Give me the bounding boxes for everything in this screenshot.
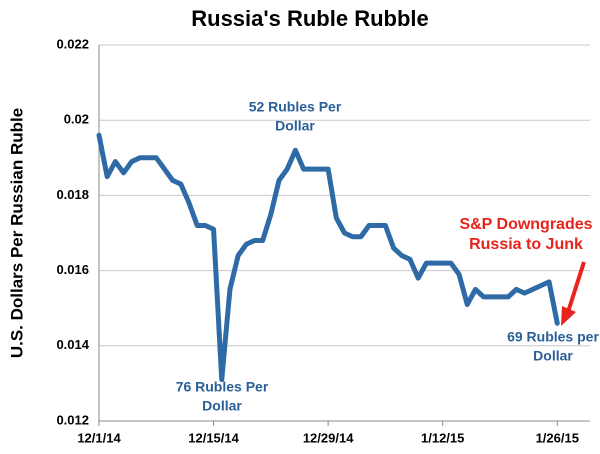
data-line <box>96 132 560 383</box>
y-axis-label: U.S. Dollars Per Russian Ruble <box>7 108 26 358</box>
chart-title: Russia's Ruble Rubble <box>191 6 429 31</box>
annotation: Dollar <box>275 118 315 134</box>
y-tick-label: 0.022 <box>56 36 89 51</box>
y-tick-label: 0.012 <box>56 412 89 427</box>
annotation: Dollar <box>533 348 573 364</box>
y-tick-label: 0.02 <box>64 112 89 127</box>
x-tick-label: 12/1/14 <box>77 430 121 445</box>
x-tick-label: 12/15/14 <box>188 430 239 445</box>
annotation: 69 Rubles per <box>507 329 599 345</box>
y-tick-label: 0.016 <box>56 262 89 277</box>
x-tick-label: 1/26/15 <box>536 430 579 445</box>
y-tick-label: 0.018 <box>56 187 89 202</box>
annotation: 76 Rubles Per <box>176 379 269 395</box>
annotation: 52 Rubles Per <box>249 99 342 115</box>
arrow-head <box>561 306 576 326</box>
annotation: S&P Downgrades <box>459 216 592 233</box>
annotation: Russia to Junk <box>469 236 583 253</box>
annotation: Dollar <box>202 398 242 414</box>
x-tick-label: 12/29/14 <box>303 430 354 445</box>
x-tick-label: 1/12/15 <box>421 430 464 445</box>
y-tick-label: 0.014 <box>56 337 89 352</box>
arrow <box>566 261 586 313</box>
